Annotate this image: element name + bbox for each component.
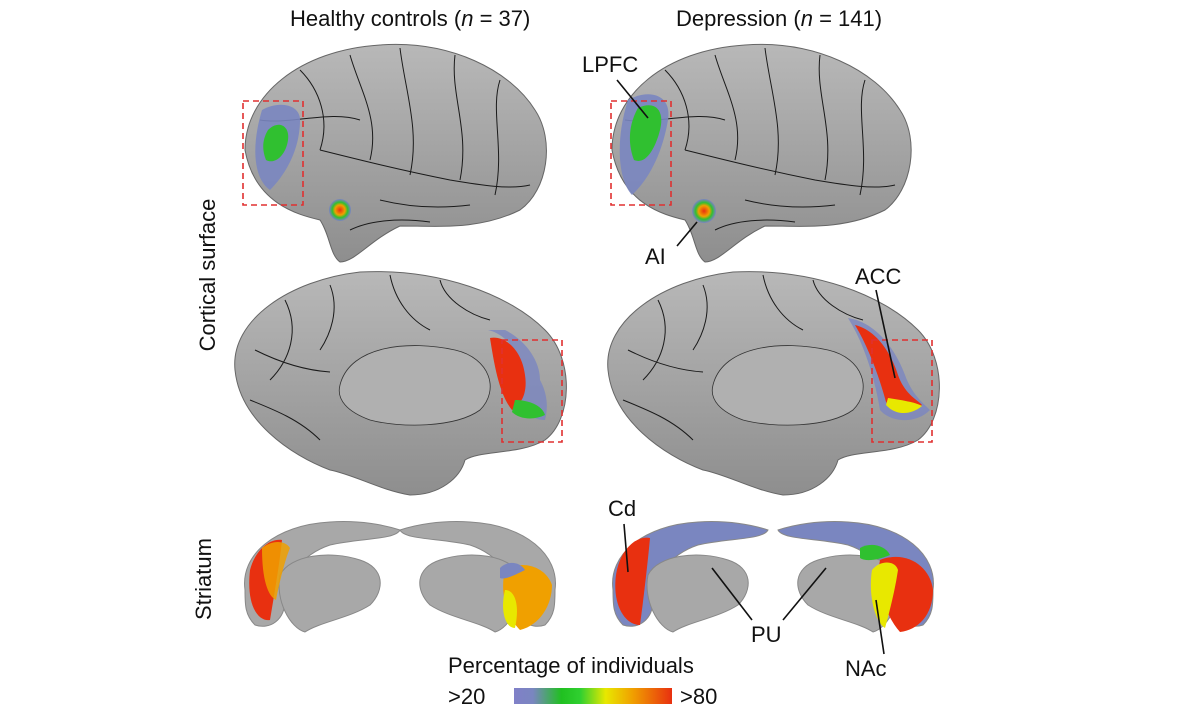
depression-n-value: = 141) [812, 6, 883, 31]
heat-acc-healthy-low [512, 400, 545, 419]
label-lpfc: LPFC [582, 52, 639, 77]
highlight-box-acc-depression [871, 339, 933, 443]
heat-lpfc-healthy-core [263, 124, 289, 162]
pointer-cd [623, 523, 629, 573]
label-nac: NAc [845, 656, 887, 681]
label-acc: ACC [855, 264, 902, 289]
medial-brain-healthy [234, 271, 567, 496]
heat-acc-depression-mid [886, 398, 922, 414]
pointer-pu-right [782, 567, 827, 621]
healthy-n-symbol: n [461, 6, 474, 31]
lateral-brain-depression [610, 43, 912, 263]
highlight-box-lpfc-depression [610, 100, 672, 206]
pointer-nac [875, 599, 885, 655]
striatum-healthy [244, 521, 556, 633]
depression-n-open: ( [793, 6, 801, 31]
depression-label: Depression [676, 6, 788, 31]
legend-max-label: >80 [680, 684, 718, 709]
column-header-healthy: Healthy controls (n = 37) [290, 8, 530, 30]
highlight-box-lpfc-healthy [242, 100, 304, 206]
striatum-depression [612, 521, 934, 655]
legend-min-label: >20 [448, 684, 486, 709]
medial-brain-depression [607, 271, 940, 496]
heat-acc-healthy [490, 337, 526, 410]
heat-lpfc-depression-core [629, 105, 662, 161]
heat-acc-depression [855, 325, 922, 412]
label-cd: Cd [608, 496, 637, 521]
highlight-box-acc-healthy [501, 339, 563, 443]
legend-title: Percentage of individuals [448, 653, 694, 678]
heat-nac-healthy-core [503, 590, 517, 628]
heat-ai-healthy [329, 199, 351, 221]
healthy-n-value: = 37) [473, 6, 531, 31]
heat-nac-healthy-halo [500, 562, 525, 579]
pointer-acc [875, 289, 896, 379]
pointer-ai [676, 221, 698, 247]
heat-acc-healthy-halo [488, 330, 547, 420]
heat-cd-healthy-mid [262, 542, 290, 600]
lateral-brain-healthy [242, 43, 547, 263]
healthy-n-open: ( [453, 6, 462, 31]
depression-n-symbol: n [800, 6, 813, 31]
pointer-pu-left [711, 567, 753, 621]
legend-color-scale [514, 688, 672, 704]
heat-cd-depression [615, 537, 650, 625]
heat-nac-depression-low [860, 544, 890, 561]
label-ai: AI [645, 244, 666, 269]
pointer-lpfc [616, 79, 649, 119]
healthy-label: Healthy controls [290, 6, 448, 31]
label-pu: PU [751, 622, 782, 647]
column-header-depression: Depression (n = 141) [676, 8, 882, 30]
heat-ai-depression [692, 199, 716, 223]
